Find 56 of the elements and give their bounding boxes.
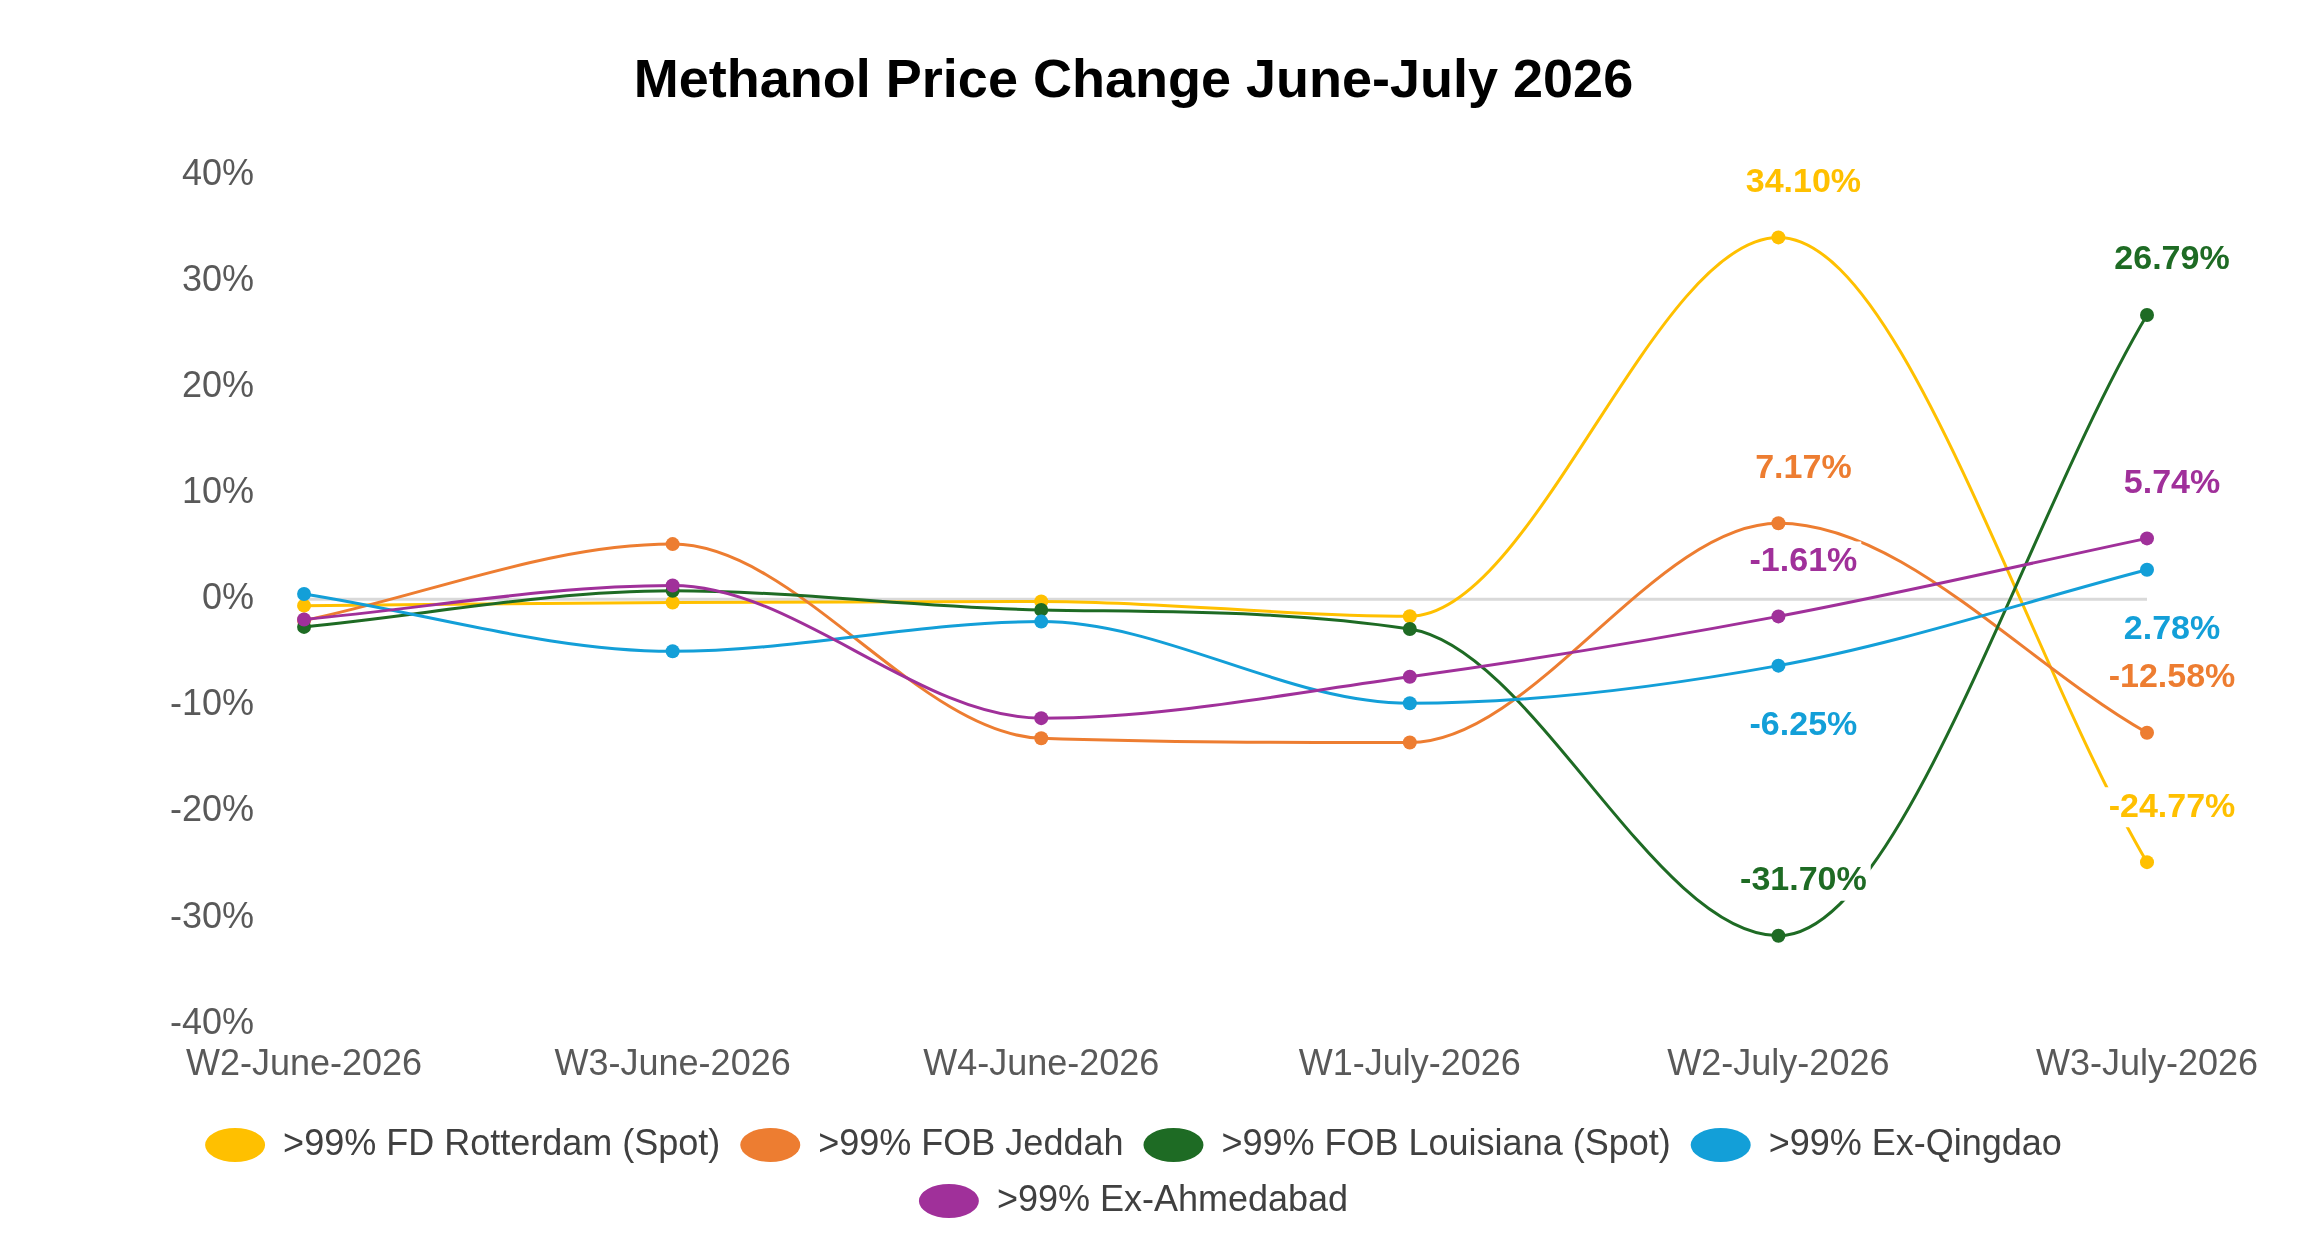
legend-label: >99% FOB Jeddah — [818, 1121, 1124, 1163]
data-label: -24.77% — [2108, 785, 2236, 824]
data-label: -6.25% — [1749, 704, 1858, 742]
data-label: 34.10% — [1745, 160, 1862, 199]
point — [1402, 622, 1417, 637]
point — [1034, 602, 1049, 617]
point — [2140, 307, 2154, 322]
point — [297, 586, 312, 601]
point — [665, 595, 680, 610]
y-tick-label: 10% — [181, 470, 255, 512]
point — [1034, 614, 1049, 629]
point — [665, 644, 680, 659]
point — [2140, 725, 2154, 740]
x-tick-label: W3-July-2026 — [2035, 1042, 2259, 1084]
legend-label: >99% FD Rotterdam (Spot) — [283, 1121, 721, 1163]
data-label: -31.70% — [1740, 859, 1867, 898]
point — [2140, 531, 2154, 546]
point — [1771, 928, 1786, 943]
x-tick-label: W1-July-2026 — [1298, 1042, 1521, 1084]
legend-label: >99% Ex-Qingdao — [1768, 1121, 2062, 1163]
point — [1402, 669, 1417, 684]
data-label: 26.79% — [2114, 238, 2230, 277]
x-tick-label: W2-July-2026 — [1667, 1042, 1890, 1084]
point — [665, 537, 680, 552]
legend-label: >99% Ex-Ahmedabad — [996, 1177, 1349, 1219]
point — [1402, 696, 1417, 711]
data-label: -1.61% — [1749, 539, 1858, 578]
point — [297, 598, 312, 613]
legend-label: >99% FOB Louisiana (Spot) — [1221, 1121, 1671, 1163]
point — [1402, 735, 1417, 750]
point — [1034, 731, 1049, 746]
data-label: 5.74% — [2123, 461, 2221, 500]
data-label: 2.78% — [2123, 608, 2221, 647]
point — [1771, 516, 1786, 531]
x-tick-label: W2-June-2026 — [185, 1042, 423, 1084]
point — [1771, 609, 1786, 624]
data-label: -12.58% — [2108, 656, 2236, 695]
y-tick-label: -30% — [169, 894, 255, 936]
chart-title: Methanol Price Change June-July 2026 — [633, 48, 1634, 109]
point — [1034, 711, 1049, 726]
data-label: 7.17% — [1755, 446, 1852, 485]
point — [1402, 609, 1417, 624]
point — [2140, 855, 2154, 870]
point — [1771, 230, 1786, 245]
point — [1771, 658, 1786, 673]
point — [2140, 562, 2154, 577]
x-tick-label: W3-June-2026 — [554, 1042, 791, 1084]
x-tick-label: W4-June-2026 — [923, 1042, 1160, 1084]
y-tick-label: -10% — [169, 682, 255, 724]
y-tick-label: 40% — [181, 151, 255, 193]
y-tick-label: 20% — [181, 363, 255, 405]
y-tick-label: 0% — [202, 576, 255, 618]
y-tick-label: 30% — [181, 257, 255, 299]
y-tick-label: -40% — [169, 1000, 255, 1042]
y-tick-label: -20% — [169, 788, 255, 830]
point — [665, 578, 680, 593]
